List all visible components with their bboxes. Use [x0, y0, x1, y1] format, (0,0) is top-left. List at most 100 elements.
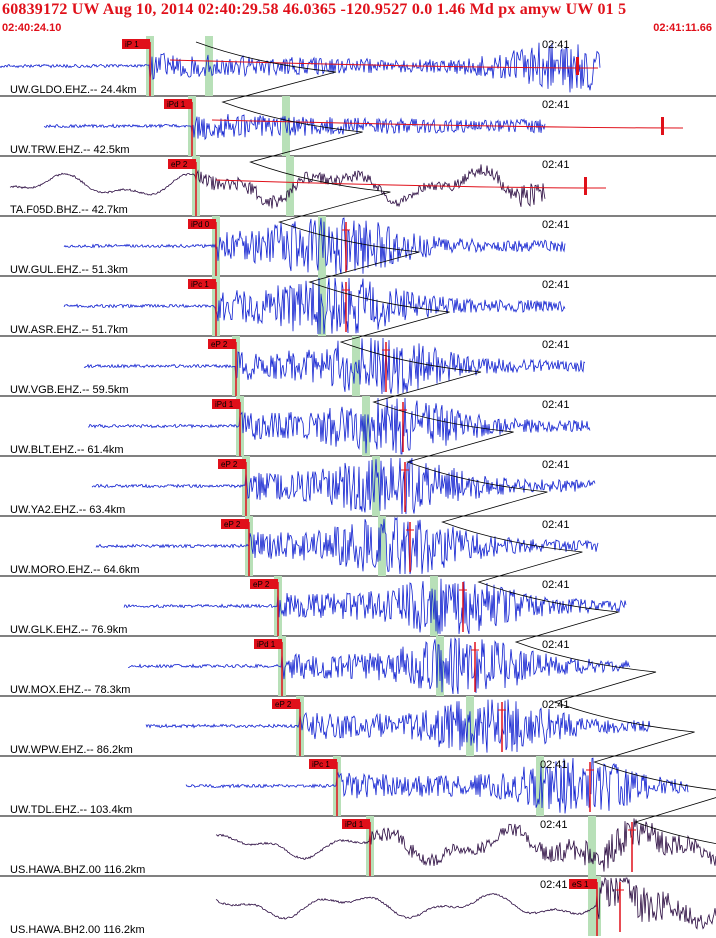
p-pick-label: iPd 1: [257, 640, 276, 649]
waveform: [63, 277, 566, 335]
s-window-marker: [378, 516, 386, 576]
time-tick-label: 02:41: [542, 159, 570, 171]
waveform: [0, 42, 601, 93]
p-pick-label-box: [569, 879, 597, 889]
p-pick-label-box: [250, 579, 278, 589]
station-label: UW.BLT.EHZ.-- 61.4km: [10, 444, 123, 456]
time-tick-label: 02:41: [540, 879, 568, 891]
time-tick-label: 02:41: [542, 219, 570, 231]
waveform: [185, 757, 689, 814]
station-label: US.HAWA.BH2.00 116.2km: [10, 924, 145, 936]
station-label: UW.TRW.EHZ.-- 42.5km: [10, 144, 130, 156]
s-window-marker: [466, 696, 474, 756]
trace-row: eP 2 02:41 UW.GLK.EHZ.-- 76.9km: [10, 576, 627, 636]
p-pick-label: eP 2: [211, 340, 228, 349]
trace-row: eP 2 02:41 UW.MORO.EHZ.-- 64.6km: [10, 516, 599, 576]
waveform: [215, 818, 716, 872]
station-label: UW.GLK.EHZ.-- 76.9km: [10, 624, 127, 636]
p-pick-label: iPd 1: [167, 100, 186, 109]
station-label: UW.MORO.EHZ.-- 64.6km: [10, 564, 140, 576]
p-pick-label-box: [272, 699, 300, 709]
station-label: US.HAWA.BHZ.00 116.2km: [10, 864, 145, 876]
p-pick-label-box: [212, 399, 240, 409]
trace-row: eP 2 02:41 UW.WPW.EHZ.-- 86.2km: [10, 696, 651, 756]
coda-end-marker: [576, 57, 579, 75]
waveform: [87, 397, 591, 455]
station-label: UW.GUL.EHZ.-- 51.3km: [10, 264, 128, 276]
s-window-marker: [430, 576, 438, 636]
p-pick-label: iPc 1: [191, 280, 209, 289]
waveform: [83, 337, 586, 395]
waveform: [43, 114, 546, 141]
waveform: [123, 578, 627, 635]
trace-row: iPd 1 02:41 UW.MOX.EHZ.-- 78.3km: [10, 636, 631, 696]
trace-row: iPc 1 02:41 UW.ASR.EHZ.-- 51.7km: [10, 276, 570, 336]
station-label: UW.ASR.EHZ.-- 51.7km: [10, 324, 128, 336]
p-pick-label: iPd 1: [345, 820, 364, 829]
s-window-marker: [362, 396, 370, 456]
trace-row: eP 2 02:41 UW.YA2.EHZ.-- 63.4km: [10, 456, 596, 516]
time-tick-label: 02:41: [542, 279, 570, 291]
record-header: 60839172 UW Aug 10, 2014 02:40:29.58 46.…: [0, 0, 716, 36]
trace-row: iP 1 02:41 UW.GLDO.EHZ.-- 24.4km: [0, 36, 601, 96]
trace-row: iPc 1 02:41 UW.TDL.EHZ.-- 103.4km: [10, 756, 689, 816]
trace-row: eP 2 02:41 TA.F05D.BHZ.-- 42.7km: [9, 156, 607, 216]
p-pick-label-box: [342, 819, 370, 829]
time-tick-label: 02:41: [540, 819, 568, 831]
p-pick-label: eP 2: [224, 520, 241, 529]
waveform: [145, 699, 651, 753]
s-window-marker: [588, 876, 596, 936]
p-pick-label-box: [221, 519, 249, 529]
p-pick-label: eP 2: [171, 160, 188, 169]
p-pick-label-box: [168, 159, 196, 169]
waveform: [215, 876, 716, 930]
coda-end-marker: [661, 117, 664, 135]
time-tick-label: 02:41: [542, 639, 570, 651]
p-pick-label-box: [208, 339, 236, 349]
time-end-label: 02:41:11.66: [653, 22, 712, 34]
event-title: 60839172 UW Aug 10, 2014 02:40:29.58 46.…: [2, 1, 627, 18]
p-pick-label-box: [309, 759, 337, 769]
waveform: [63, 217, 566, 275]
time-tick-label: 02:41: [542, 39, 570, 51]
p-pick-label: eP 2: [221, 460, 238, 469]
station-label: UW.YA2.EHZ.-- 63.4km: [10, 504, 125, 516]
waveform: [9, 164, 546, 209]
p-pick-label-box: [188, 279, 216, 289]
p-pick-label: eS 1: [572, 880, 589, 889]
p-pick-label: eP 2: [253, 580, 270, 589]
p-pick-label: eP 2: [275, 700, 292, 709]
s-window-marker: [352, 336, 360, 396]
waveform: [91, 457, 596, 515]
time-tick-label: 02:41: [542, 699, 570, 711]
station-label: UW.VGB.EHZ.-- 59.5km: [10, 384, 129, 396]
time-tick-label: 02:41: [542, 339, 570, 351]
waveform: [127, 637, 631, 695]
station-label: TA.F05D.BHZ.-- 42.7km: [10, 204, 128, 216]
station-label: UW.GLDO.EHZ.-- 24.4km: [10, 84, 137, 96]
trace-row: iPd 1 02:41 UW.TRW.EHZ.-- 42.5km: [10, 96, 684, 156]
s-window-marker: [286, 156, 294, 216]
time-start-label: 02:40:24.10: [2, 22, 62, 34]
p-pick-label: iPc 1: [312, 760, 330, 769]
time-tick-label: 02:41: [542, 579, 570, 591]
time-tick-label: 02:41: [542, 99, 570, 111]
coda-end-marker: [584, 177, 587, 195]
coda-decay-line: [169, 59, 599, 69]
coda-decay-line: [211, 119, 684, 129]
station-label: UW.WPW.EHZ.-- 86.2km: [10, 744, 133, 756]
trace-row: eS 1 02:41 US.HAWA.BH2.00 116.2km: [10, 876, 716, 936]
p-pick-label: iPd 0: [191, 220, 210, 229]
trace-row: iPd 1 02:41 UW.BLT.EHZ.-- 61.4km: [10, 396, 591, 456]
waveform: [95, 516, 599, 575]
trace-row: iPd 1 02:41 US.HAWA.BHZ.00 116.2km: [10, 816, 716, 876]
p-pick-label: iP 1: [125, 40, 139, 49]
p-pick-label-box: [122, 39, 150, 49]
station-label: UW.MOX.EHZ.-- 78.3km: [10, 684, 130, 696]
s-window-marker: [588, 816, 596, 876]
coda-decay-line: [215, 179, 607, 189]
time-tick-label: 02:41: [542, 519, 570, 531]
p-pick-label: iPd 1: [215, 400, 234, 409]
time-tick-label: 02:41: [540, 759, 568, 771]
trace-row: iPd 0 02:41 UW.GUL.EHZ.-- 51.3km: [10, 216, 570, 276]
